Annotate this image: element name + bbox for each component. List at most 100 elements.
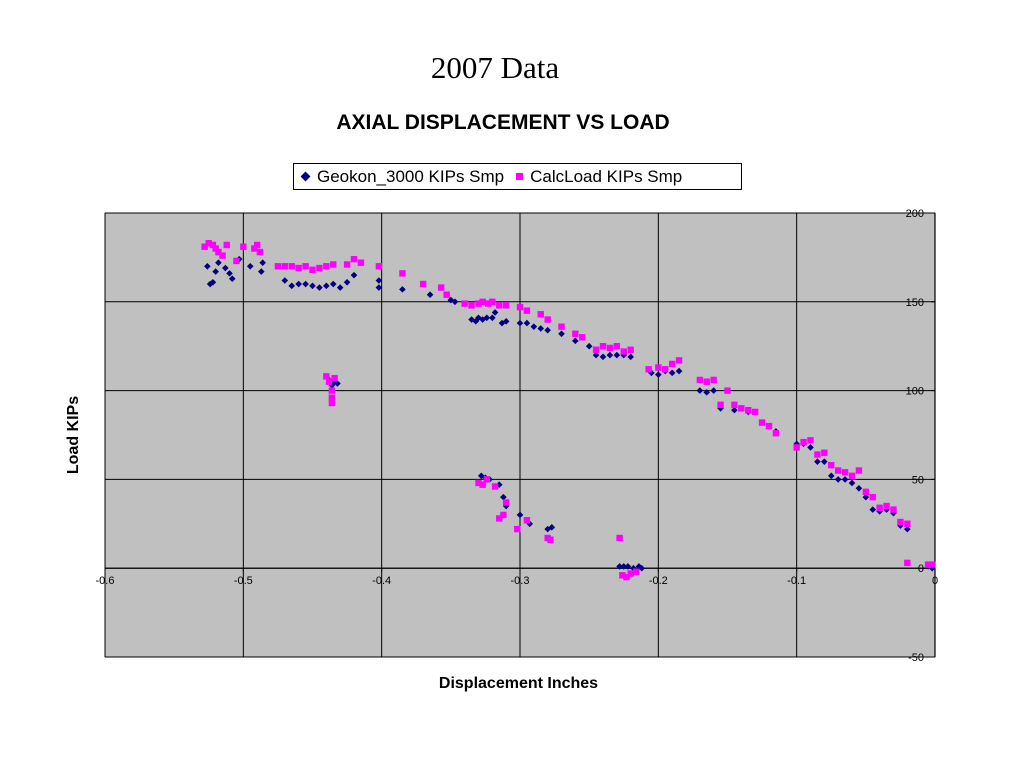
calcload-data-point: [645, 366, 652, 373]
legend-label-calcload: CalcLoad KIPs Smp: [530, 166, 683, 186]
geokon-data-point: [862, 493, 870, 501]
geokon-data-point: [869, 506, 877, 513]
calcload-data-point: [745, 406, 752, 414]
slide-title: 2007 Data: [430, 50, 560, 85]
geokon-data-point: [620, 351, 628, 359]
calcload-data-point: [627, 570, 634, 577]
geokon-data-point: [281, 277, 289, 284]
geokon-data-point: [500, 493, 507, 501]
geokon-data-point: [516, 319, 524, 327]
geokon-data-point: [350, 271, 358, 279]
calcload-data-point: [924, 561, 932, 568]
calcload-data-point: [523, 307, 531, 314]
geokon-data-point: [807, 444, 814, 451]
data-points: [201, 239, 936, 581]
calcload-data-point: [479, 481, 486, 488]
calcload-data-point: [619, 572, 626, 579]
y-tick-label: 200: [906, 208, 924, 220]
calcload-data-point: [502, 302, 510, 309]
calcload-data-point: [558, 323, 565, 330]
geokon-data-point: [627, 353, 634, 361]
geokon-data-point: [710, 387, 717, 394]
calcload-data-point: [484, 300, 492, 307]
geokon-data-point: [258, 268, 265, 275]
geokon-data-point: [246, 262, 254, 270]
calcload-data-point: [623, 573, 630, 581]
calcload-data-point: [281, 263, 289, 270]
calcload-data-point: [834, 467, 842, 474]
calcload-data-point: [437, 284, 445, 291]
calcload-data-point: [323, 263, 330, 270]
calcload-data-point: [855, 467, 863, 474]
geokon-data-point: [599, 353, 607, 361]
calcload-data-point: [620, 348, 627, 355]
calcload-data-point: [738, 405, 745, 412]
calcload-data-point: [772, 430, 780, 437]
calcload-data-point: [323, 373, 330, 380]
calcload-data-point: [613, 343, 621, 350]
geokon-data-point: [477, 472, 485, 480]
calcload-data-point: [724, 387, 731, 394]
geokon-data-point: [491, 309, 499, 316]
geokon-data-point: [495, 481, 503, 489]
calcload-data-point: [309, 266, 316, 274]
calcload-data-point: [331, 374, 338, 382]
geokon-data-point: [668, 369, 676, 377]
geokon-data-point: [890, 509, 897, 517]
calcload-data-point: [890, 506, 897, 513]
calcload-data-point: [876, 504, 883, 512]
geokon-data-point: [558, 330, 565, 338]
geokon-data-point: [592, 351, 600, 359]
calcload-data-point: [696, 376, 704, 384]
y-tick-label: 0: [918, 563, 924, 575]
geokon-data-point: [447, 296, 455, 304]
geokon-data-point: [475, 314, 482, 322]
geokon-data-point: [548, 524, 556, 531]
square-marker-icon: [516, 173, 524, 180]
calcload-data-point: [904, 559, 911, 567]
calcload-data-point: [399, 270, 406, 277]
calcload-data-point: [496, 302, 503, 309]
calcload-data-point: [343, 261, 351, 268]
geokon-data-point: [675, 367, 683, 375]
calcload-data-point: [350, 255, 358, 263]
calcload-data-point: [357, 259, 365, 266]
calcload-data-point: [253, 241, 261, 249]
geokon-data-point: [655, 371, 662, 378]
y-tick-label: -50: [908, 652, 924, 664]
geokon-data-point: [212, 268, 219, 275]
geokon-data-point: [302, 280, 309, 288]
geokon-data-point: [226, 270, 233, 277]
geokon-data-point: [904, 525, 911, 533]
x-tick-label: -0.3: [511, 575, 530, 587]
x-tick-label: -0.6: [96, 575, 115, 587]
calcload-data-point: [731, 401, 738, 409]
geokon-data-point: [731, 406, 738, 414]
geokon-data-point: [206, 280, 214, 288]
geokon-data-point: [502, 318, 510, 325]
calcload-data-point: [205, 239, 212, 247]
geokon-data-point: [498, 319, 506, 327]
geokon-data-point: [215, 259, 222, 267]
calcload-data-point: [500, 511, 507, 519]
calcload-data-point: [599, 343, 607, 350]
calcload-data-point: [212, 245, 219, 252]
geokon-data-point: [638, 564, 646, 572]
x-tick-label: -0.1: [787, 575, 806, 587]
calcload-data-point: [209, 241, 217, 249]
chart-legend: Geokon_3000 KIPs Smp CalcLoad KIPs Smp: [293, 163, 742, 190]
calcload-data-point: [256, 248, 264, 256]
calcload-data-point: [807, 437, 814, 444]
geokon-data-point: [334, 380, 341, 387]
x-tick-label: -0.4: [372, 575, 391, 587]
calcload-data-point: [251, 245, 258, 252]
geokon-data-point: [295, 280, 302, 288]
geokon-data-point: [703, 389, 711, 396]
x-tick-label: -0.2: [649, 575, 668, 587]
calcload-data-point: [443, 291, 450, 298]
geokon-data-point: [814, 458, 821, 465]
geokon-data-point: [328, 381, 336, 389]
calcload-data-point: [316, 264, 323, 272]
geokon-data-point: [834, 476, 842, 483]
